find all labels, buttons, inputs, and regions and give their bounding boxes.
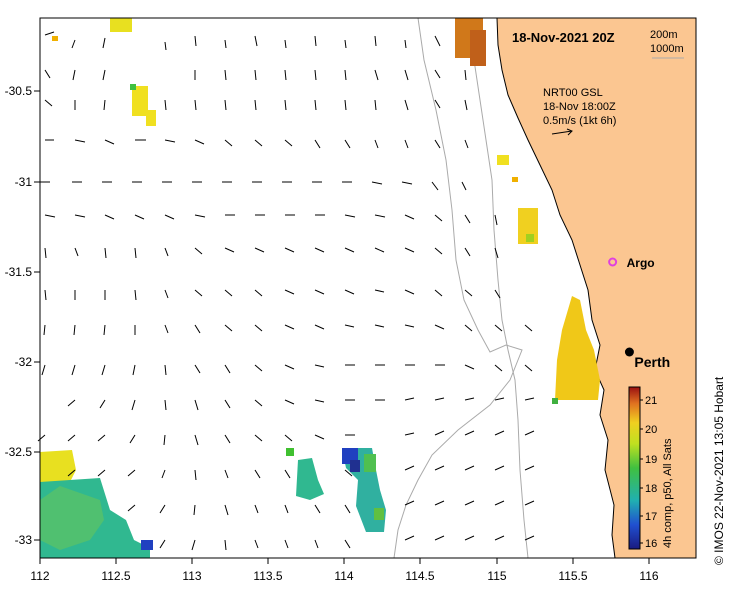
x-tick-label: 112.5 xyxy=(101,569,130,583)
x-axis: 112 112.5 113 113.5 114 114.5 115 115.5 … xyxy=(30,558,659,583)
y-tick-label: -32.5 xyxy=(5,445,33,459)
isobaths xyxy=(393,17,529,559)
y-tick-label: -31.5 xyxy=(5,265,33,279)
colorbar xyxy=(628,386,641,550)
map-title: 18-Nov-2021 20Z xyxy=(512,30,615,45)
vector-scale-label: 0.5m/s (1kt 6h) xyxy=(543,115,616,127)
vector-scale-arrow xyxy=(551,130,573,135)
colorbar-tick-label: 18 xyxy=(645,483,657,495)
coastline xyxy=(496,17,616,559)
x-tick-label: 113 xyxy=(182,569,201,583)
x-tick-label: 112 xyxy=(30,569,49,583)
perth-label: Perth xyxy=(634,354,670,370)
colorbar-tick-label: 21 xyxy=(645,395,657,407)
x-tick-label: 115 xyxy=(487,569,506,583)
x-tick-label: 114 xyxy=(334,569,353,583)
x-tick-label: 116 xyxy=(639,569,658,583)
perth-marker xyxy=(624,347,634,357)
vector-scale-arrowhead xyxy=(566,128,573,136)
argo-label: Argo xyxy=(627,256,655,270)
x-tick-label: 114.5 xyxy=(405,569,434,583)
product-time: 18-Nov 18:00Z xyxy=(543,101,616,113)
y-tick-label: -33 xyxy=(15,533,33,547)
product-label: NRT00 GSL xyxy=(543,87,603,99)
colorbar-label: 4h comp, p50, All Sats xyxy=(662,438,674,548)
y-tick-label: -32 xyxy=(15,355,33,369)
depth-legend-1000m: 1000m xyxy=(650,43,684,55)
colorbar-ticks xyxy=(640,399,643,544)
map-frame xyxy=(39,17,697,559)
colorbar-tick-label: 17 xyxy=(645,511,657,523)
colorbar-tick-label: 19 xyxy=(645,454,657,466)
argo-float-marker xyxy=(608,257,618,267)
land-mass xyxy=(497,18,696,558)
y-tick-label: -31 xyxy=(15,175,33,189)
colorbar-tick-label: 20 xyxy=(645,424,657,436)
sst-patches xyxy=(40,18,600,558)
imos-credit: © IMOS 22-Nov-2021 13:05 Hobart xyxy=(712,376,726,565)
colorbar-tick-label: 16 xyxy=(645,538,657,550)
x-tick-label: 115.5 xyxy=(558,569,587,583)
y-axis: -30.5 -31 -31.5 -32 -32.5 -33 xyxy=(5,84,40,547)
current-vectors xyxy=(37,31,535,551)
depth-legend-200m: 200m xyxy=(650,29,678,41)
x-tick-label: 113.5 xyxy=(253,569,282,583)
y-tick-label: -30.5 xyxy=(5,84,33,98)
